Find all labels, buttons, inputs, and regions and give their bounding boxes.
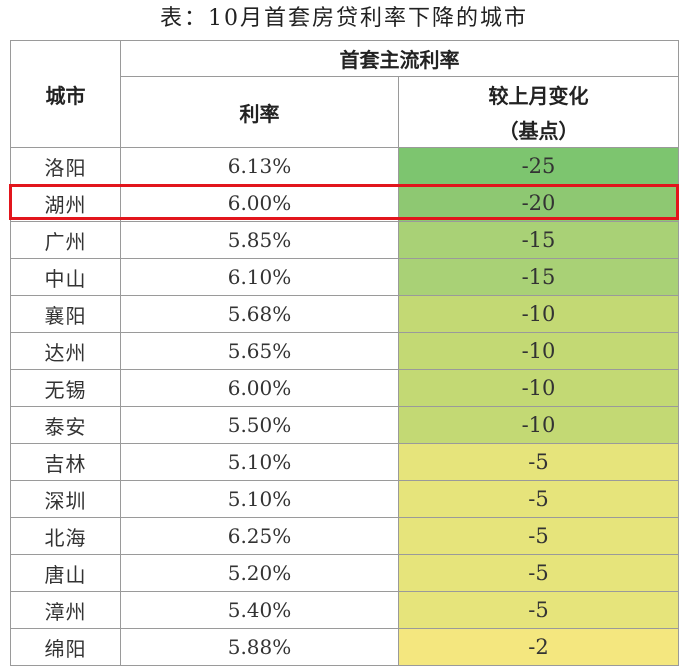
cell-rate: 5.10% (120, 443, 399, 481)
cell-city: 无锡 (10, 369, 121, 407)
cell-change: -10 (398, 295, 679, 333)
cell-city: 襄阳 (10, 295, 121, 333)
table-row: 无锡 6.00% -10 (10, 369, 679, 407)
cell-change: -5 (398, 443, 679, 481)
cell-change: -5 (398, 517, 679, 555)
cell-rate: 6.00% (120, 369, 399, 407)
cell-city: 泰安 (10, 406, 121, 444)
cell-change: -5 (398, 554, 679, 592)
table-row: 中山 6.10% -15 (10, 258, 679, 296)
cell-change: -10 (398, 332, 679, 370)
cell-rate: 5.20% (120, 554, 399, 592)
cell-city: 湖州 (10, 184, 121, 222)
cell-city: 洛阳 (10, 147, 121, 185)
table-row: 泰安 5.50% -10 (10, 406, 679, 444)
header-rate: 利率 (120, 76, 399, 148)
header-group: 首套主流利率 (120, 40, 679, 77)
table-row: 广州 5.85% -15 (10, 221, 679, 259)
cell-city: 唐山 (10, 554, 121, 592)
table-row: 唐山 5.20% -5 (10, 554, 679, 592)
header-change: 较上月变化 （基点） (398, 76, 679, 148)
cell-rate: 6.10% (120, 258, 399, 296)
table-title: 表：10月首套房贷利率下降的城市 (160, 6, 528, 31)
header-change-line1: 较上月变化 (488, 84, 589, 108)
cell-city: 漳州 (10, 591, 121, 629)
cell-change: -25 (398, 147, 679, 185)
cell-change: -5 (398, 480, 679, 518)
cell-rate: 5.88% (120, 628, 399, 666)
table-row: 达州 5.65% -10 (10, 332, 679, 370)
table-row: 襄阳 5.68% -10 (10, 295, 679, 333)
cell-city: 中山 (10, 258, 121, 296)
table-row: 漳州 5.40% -5 (10, 591, 679, 629)
cell-change: -15 (398, 258, 679, 296)
cell-city: 达州 (10, 332, 121, 370)
cell-rate: 5.40% (120, 591, 399, 629)
cell-city: 北海 (10, 517, 121, 555)
cell-rate: 5.50% (120, 406, 399, 444)
cell-rate: 6.25% (120, 517, 399, 555)
cell-change: -20 (398, 184, 679, 222)
table-body: 洛阳 6.13% -25 湖州 6.00% -20 广州 5.85% -15 中山 6.10% -15… (10, 147, 679, 666)
cell-change: -15 (398, 221, 679, 259)
cell-rate: 6.13% (120, 147, 399, 185)
cell-rate: 6.00% (120, 184, 399, 222)
cell-change: -10 (398, 369, 679, 407)
rate-table-container: 城市 首套主流利率 利率 较上月变化 （基点） 洛阳 6.13% -25 湖州 6.00… (10, 40, 679, 668)
table-row: 洛阳 6.13% -25 (10, 147, 679, 185)
cell-city: 绵阳 (10, 628, 121, 666)
cell-city: 广州 (10, 221, 121, 259)
cell-change: -10 (398, 406, 679, 444)
cell-rate: 5.10% (120, 480, 399, 518)
rate-table: 城市 首套主流利率 利率 较上月变化 （基点） 洛阳 6.13% -25 湖州 6.00… (10, 40, 679, 666)
cell-city: 深圳 (10, 480, 121, 518)
cell-change: -2 (398, 628, 679, 666)
header-city: 城市 (10, 40, 121, 148)
header-change-line2: （基点） (498, 119, 579, 143)
cell-change: -5 (398, 591, 679, 629)
table-row: 湖州 6.00% -20 (10, 184, 679, 222)
cell-city: 吉林 (10, 443, 121, 481)
table-row: 绵阳 5.88% -2 (10, 628, 679, 666)
table-row: 吉林 5.10% -5 (10, 443, 679, 481)
table-row: 深圳 5.10% -5 (10, 480, 679, 518)
cell-rate: 5.65% (120, 332, 399, 370)
cell-rate: 5.68% (120, 295, 399, 333)
table-row: 北海 6.25% -5 (10, 517, 679, 555)
cell-rate: 5.85% (120, 221, 399, 259)
